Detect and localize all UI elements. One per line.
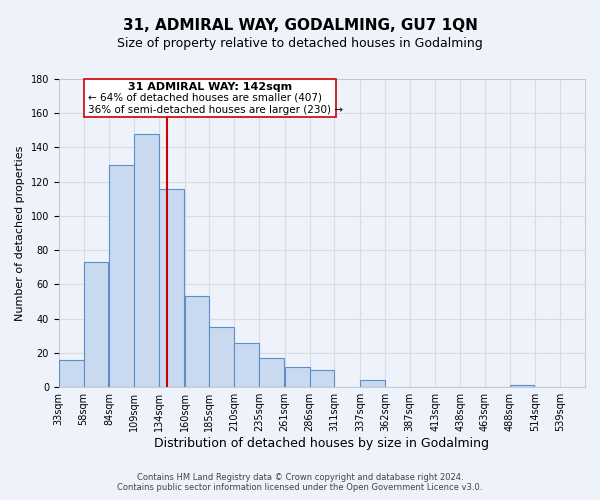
Bar: [209, 328, 234, 387]
Y-axis label: Number of detached properties: Number of detached properties: [15, 146, 25, 321]
Bar: [234, 342, 259, 387]
Text: 31, ADMIRAL WAY, GODALMING, GU7 1QN: 31, ADMIRAL WAY, GODALMING, GU7 1QN: [122, 18, 478, 32]
Bar: [310, 370, 334, 387]
Text: Contains public sector information licensed under the Open Government Licence v3: Contains public sector information licen…: [118, 484, 482, 492]
Bar: [109, 164, 134, 387]
Text: 31 ADMIRAL WAY: 142sqm: 31 ADMIRAL WAY: 142sqm: [128, 82, 292, 92]
Bar: [285, 366, 310, 387]
Bar: [159, 188, 184, 387]
FancyBboxPatch shape: [83, 79, 336, 116]
Bar: [59, 360, 83, 387]
Text: ← 64% of detached houses are smaller (407): ← 64% of detached houses are smaller (40…: [88, 92, 322, 102]
Bar: [185, 296, 209, 387]
X-axis label: Distribution of detached houses by size in Godalming: Distribution of detached houses by size …: [154, 437, 490, 450]
Bar: [259, 358, 284, 387]
Bar: [360, 380, 385, 387]
Bar: [134, 134, 159, 387]
Bar: [83, 262, 109, 387]
Text: Size of property relative to detached houses in Godalming: Size of property relative to detached ho…: [117, 38, 483, 51]
Text: Contains HM Land Registry data © Crown copyright and database right 2024.: Contains HM Land Registry data © Crown c…: [137, 474, 463, 482]
Text: 36% of semi-detached houses are larger (230) →: 36% of semi-detached houses are larger (…: [88, 104, 343, 115]
Bar: [509, 386, 535, 387]
